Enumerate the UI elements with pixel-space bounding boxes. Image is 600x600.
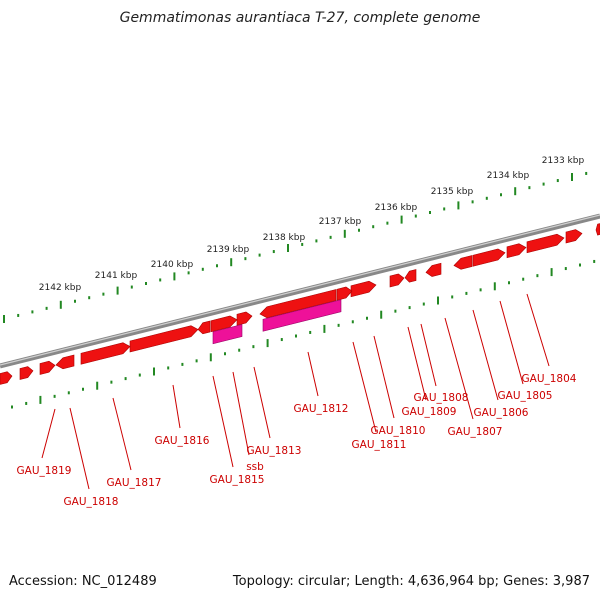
gene-label: ssb: [246, 461, 264, 473]
topology-text: Topology: circular; Length: 4,636,964 bp…: [232, 574, 590, 589]
gene-arrow: [425, 262, 442, 277]
leader-line: [253, 366, 271, 439]
gene-label: GAU_1806: [474, 407, 529, 419]
leader-line: [352, 341, 377, 433]
gene-arrow: [350, 280, 377, 298]
gene-label: GAU_1813: [247, 445, 302, 457]
leader-line: [232, 371, 250, 456]
kbp-label: 2140 kbp: [151, 260, 194, 270]
gene-label: GAU_1804: [522, 373, 577, 385]
leader-line: [499, 300, 524, 385]
gene-label: GAU_1811: [352, 439, 407, 451]
gene-arrow: [210, 315, 238, 333]
gene-arrow: [236, 311, 253, 326]
gene-arrow: [565, 229, 583, 244]
gene-label: GAU_1809: [402, 406, 457, 418]
leader-line: [69, 407, 90, 490]
kbp-label: 2138 kbp: [263, 233, 306, 243]
gene-arrow: [336, 286, 353, 301]
kbp-scale-labels: 2133 kbp 2134 kbp 2135 kbp 2136 kbp 2137 kbp…: [39, 156, 585, 293]
gene-arrow: [0, 371, 13, 385]
genome-title: Gemmatimonas aurantiaca T-27, complete g…: [119, 10, 481, 26]
kbp-label: 2142 kbp: [39, 283, 82, 293]
gene-arrow: [259, 289, 337, 319]
gene-label: GAU_1816: [155, 435, 210, 447]
gene-label: GAU_1807: [448, 426, 503, 438]
leader-line: [212, 375, 234, 468]
label-leader-lines: [41, 293, 550, 490]
rna-feature: [212, 324, 243, 345]
gene-arrow: [80, 342, 131, 365]
accession-text: Accession: NC_012489: [9, 574, 157, 589]
leader-line: [444, 317, 474, 420]
gene-arrow: [389, 273, 405, 288]
leader-line: [112, 397, 132, 471]
leader-line: [472, 309, 499, 401]
leader-line: [307, 351, 319, 397]
genome-backbone-highlight: [0, 214, 600, 366]
rna-feature: [262, 299, 342, 332]
gene-arrow: [19, 366, 34, 380]
kbp-label: 2137 kbp: [319, 217, 362, 227]
kbp-label: 2135 kbp: [431, 187, 474, 197]
inner-tick-track: [11, 259, 596, 409]
gene-label: GAU_1819: [17, 465, 72, 477]
gene-arrow: [55, 354, 75, 370]
gene-arrow: [472, 248, 506, 267]
leader-line: [526, 293, 550, 367]
gene-label: GAU_1817: [107, 477, 162, 489]
gene-label: GAU_1810: [371, 425, 426, 437]
leader-line: [420, 323, 437, 387]
gene-track: [0, 223, 600, 385]
gene-label: GAU_1805: [498, 390, 553, 402]
gene-arrow: [595, 223, 600, 236]
leader-line: [407, 326, 427, 401]
gene-arrow: [39, 360, 56, 375]
gene-label: GAU_1812: [294, 403, 349, 415]
gene-arrow: [526, 233, 565, 254]
kbp-label: 2136 kbp: [375, 203, 418, 213]
gene-label: GAU_1815: [210, 474, 265, 486]
gene-arrow: [404, 269, 417, 283]
outer-tick-track: [3, 171, 588, 323]
gene-arrow: [506, 243, 527, 259]
gene-label: GAU_1818: [64, 496, 119, 508]
gene-label: GAU_1808: [414, 392, 469, 404]
kbp-label: 2139 kbp: [207, 245, 250, 255]
gene-arrow: [129, 325, 199, 353]
gene-arrow: [453, 255, 473, 270]
leader-line: [41, 408, 56, 459]
leader-line: [172, 384, 181, 429]
leader-line: [373, 335, 395, 419]
gene-labels: GAU_1804 GAU_1805 GAU_1806 GAU_1807 GAU_1808…: [17, 373, 577, 508]
kbp-label: 2141 kbp: [95, 271, 138, 281]
kbp-label: 2134 kbp: [487, 171, 530, 181]
gene-arrow: [197, 320, 211, 335]
kbp-label: 2133 kbp: [542, 156, 585, 166]
